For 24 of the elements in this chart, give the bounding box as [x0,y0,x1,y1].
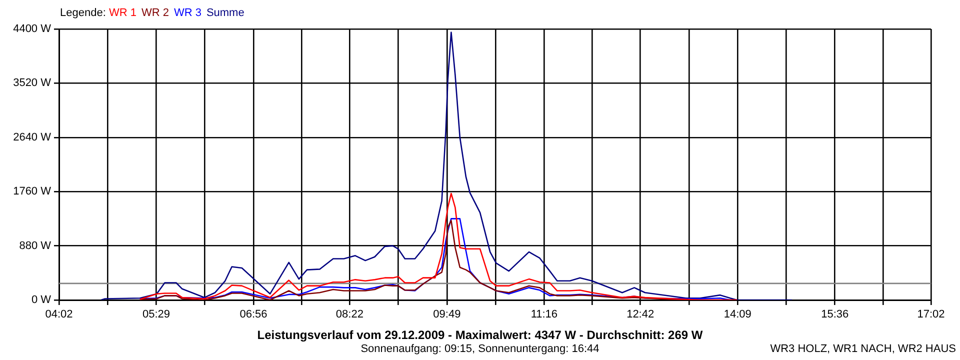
text: WR 2 [141,7,169,19]
x-tick-label: 09:49 [433,308,461,321]
y-tick-label: 3520 W [13,77,52,90]
legend-title: Legende: [60,7,107,19]
x-tick-label: 12:42 [626,308,654,321]
x-tick-label: 15:36 [821,308,849,321]
text: WR 3 [174,7,202,19]
text: Summe [206,7,244,19]
text: Leistungsverlauf vom 29.12.2009 - Maximalwert: 4347 W - Durchschnitt: 269 W [256,328,704,342]
text: WR 1 [108,7,136,19]
x-tick-label: 06:56 [240,308,268,321]
x-tick-label: 11:16 [530,308,558,321]
y-tick-label: 2640 W [13,131,52,144]
x-tick-label: 05:29 [142,308,170,321]
y-tick-label: 4400 W [13,23,52,36]
x-tick-label: 04:02 [45,308,73,321]
text: Sonnenaufgang: 09:15, Sonnenuntergang: 16:44 [360,343,600,355]
y-tick-label: 1760 W [13,186,52,198]
y-tick-label: 0 W [31,294,52,306]
x-tick-label: 14:09 [724,308,752,321]
x-tick-label: 17:02 [917,308,945,321]
y-tick-label: 880 W [19,240,52,252]
text: WR3 HOLZ, WR1 NACH, WR2 HAUS [770,343,956,355]
x-tick-label: 08:22 [336,308,364,321]
